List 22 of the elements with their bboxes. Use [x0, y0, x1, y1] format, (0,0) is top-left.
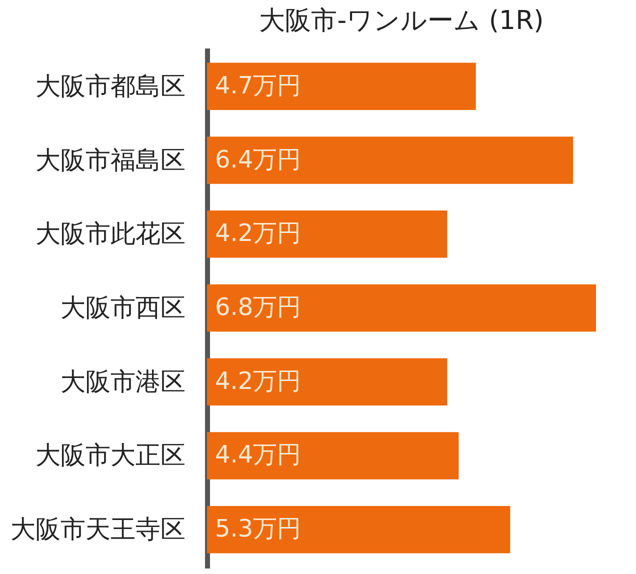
- y-tick-label: 大阪市福島区: [36, 145, 186, 174]
- data-label: 5.3万円: [215, 514, 302, 543]
- bar: [207, 506, 510, 554]
- bar: [207, 136, 574, 184]
- bar: [207, 432, 459, 480]
- bar: [207, 210, 448, 258]
- data-label: 4.2万円: [215, 366, 302, 395]
- y-tick-label: 大阪市大正区: [36, 440, 186, 470]
- chart-title: 大阪市-ワンルーム (1R): [259, 6, 544, 36]
- bar: [207, 284, 596, 332]
- data-label: 4.2万円: [215, 219, 302, 248]
- y-tick-label: 大阪市此花区: [36, 219, 186, 248]
- bar: [207, 358, 448, 406]
- data-label: 4.7万円: [215, 71, 302, 100]
- data-label: 6.8万円: [215, 293, 302, 321]
- y-tick-label: 大阪市港区: [60, 366, 186, 396]
- y-tick-label: 大阪市都島区: [36, 71, 186, 100]
- y-tick-label: 大阪市天王寺区: [10, 514, 186, 544]
- data-label: 6.4万円: [215, 145, 302, 174]
- y-tick-label: 大阪市西区: [60, 293, 186, 322]
- bar: [207, 62, 476, 110]
- data-label: 4.4万円: [215, 440, 302, 469]
